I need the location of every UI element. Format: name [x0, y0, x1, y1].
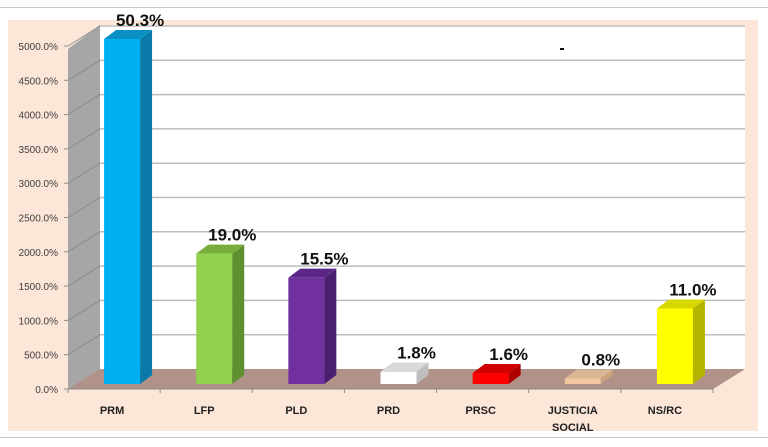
y-tick-label: 4000.0% [19, 111, 59, 122]
y-tick-label: 4500.0% [19, 76, 59, 87]
value-labels: 50.3% 19.0% 15.5% 1.8% 1.6% 0.8% 11.0% [116, 11, 717, 370]
y-axis: 0.0% 500.0% 1000.0% 1500.0% 2000.0% 2500.0% 30… [19, 42, 68, 396]
bars [104, 29, 705, 385]
y-tick-label: 5000.0% [19, 42, 59, 53]
bar-ns-rc [656, 299, 705, 384]
bar-prsc [472, 364, 521, 384]
y-tick-label: 2500.0% [19, 214, 59, 225]
value-label: 0.8% [581, 351, 620, 370]
value-label: 50.3% [116, 11, 164, 30]
x-category-label: LFP [194, 405, 215, 417]
value-label: 11.0% [669, 281, 716, 300]
value-label: 19.0% [208, 226, 256, 245]
x-category-label: NS/RC [648, 405, 682, 417]
bar-prm [104, 29, 153, 385]
y-tick-label: 1000.0% [19, 316, 59, 327]
bottom-border-line [0, 437, 768, 438]
stray-mark [560, 48, 564, 50]
x-category-label: JUSTICIA [548, 405, 598, 417]
top-border-line [0, 7, 768, 8]
bar-justicia-social [564, 369, 613, 384]
value-label: 15.5% [300, 250, 348, 269]
value-label: 1.6% [489, 345, 528, 364]
y-tick-label: 3500.0% [19, 145, 59, 156]
x-category-label: PRM [100, 405, 124, 417]
bar-lfp [196, 244, 245, 384]
x-category-label: PLD [285, 405, 307, 417]
x-category-label: PRD [377, 405, 400, 417]
y-tick-label: 3000.0% [19, 179, 59, 190]
y-tick-label: 2000.0% [19, 248, 59, 259]
bar-pld [288, 268, 337, 384]
y-tick-label: 0.0% [35, 385, 58, 396]
bar-prd [380, 362, 429, 384]
y-tick-label: 500.0% [24, 351, 58, 362]
x-category-label: SOCIAL [552, 422, 594, 434]
x-axis: PRM LFP PLD PRD PRSC JUSTICIA SOCIAL NS/RC [67, 388, 714, 434]
value-label: 1.8% [397, 344, 436, 363]
x-category-label: PRSC [465, 405, 496, 417]
y-tick-label: 1500.0% [19, 282, 59, 293]
